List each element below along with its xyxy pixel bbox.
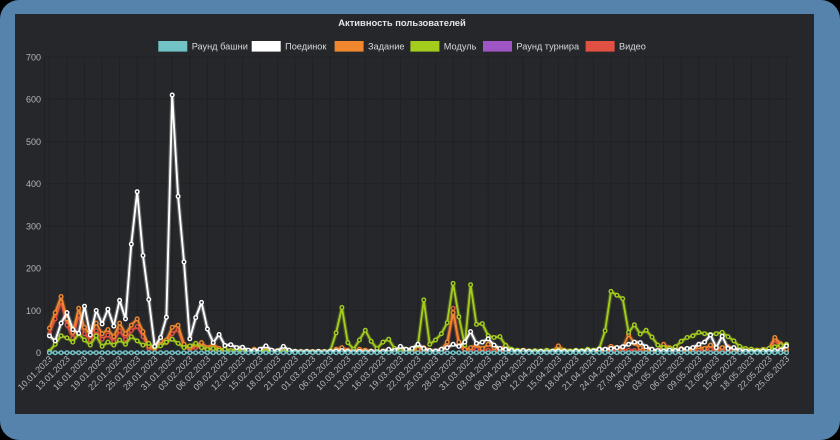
- svg-text:600: 600: [26, 95, 41, 105]
- svg-text:200: 200: [26, 264, 41, 274]
- svg-text:Модуль: Модуль: [444, 42, 477, 52]
- svg-text:100: 100: [26, 306, 41, 316]
- svg-text:Задание: Задание: [368, 42, 404, 52]
- svg-text:300: 300: [26, 221, 41, 231]
- svg-text:Активность пользователей: Активность пользователей: [338, 17, 466, 28]
- svg-text:700: 700: [26, 52, 41, 62]
- svg-text:0: 0: [36, 348, 41, 358]
- svg-text:500: 500: [26, 137, 41, 147]
- svg-text:Раунд башни: Раунд башни: [192, 42, 248, 52]
- svg-text:Видео: Видео: [619, 42, 646, 52]
- svg-text:400: 400: [26, 179, 41, 189]
- svg-text:Раунд турнира: Раунд турнира: [516, 42, 580, 52]
- svg-text:Поединок: Поединок: [285, 42, 327, 52]
